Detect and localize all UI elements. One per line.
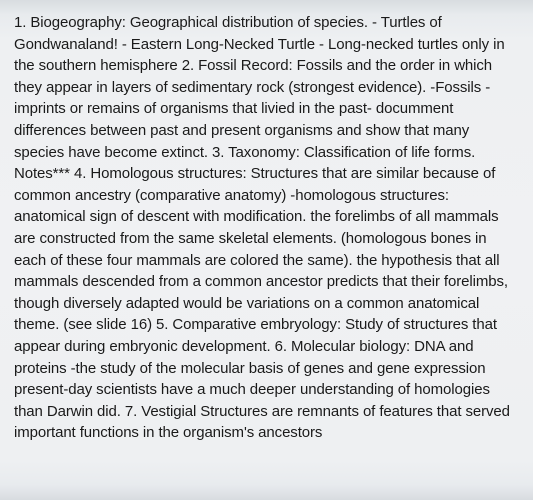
- document-body: 1. Biogeography: Geographical distributi…: [14, 12, 519, 444]
